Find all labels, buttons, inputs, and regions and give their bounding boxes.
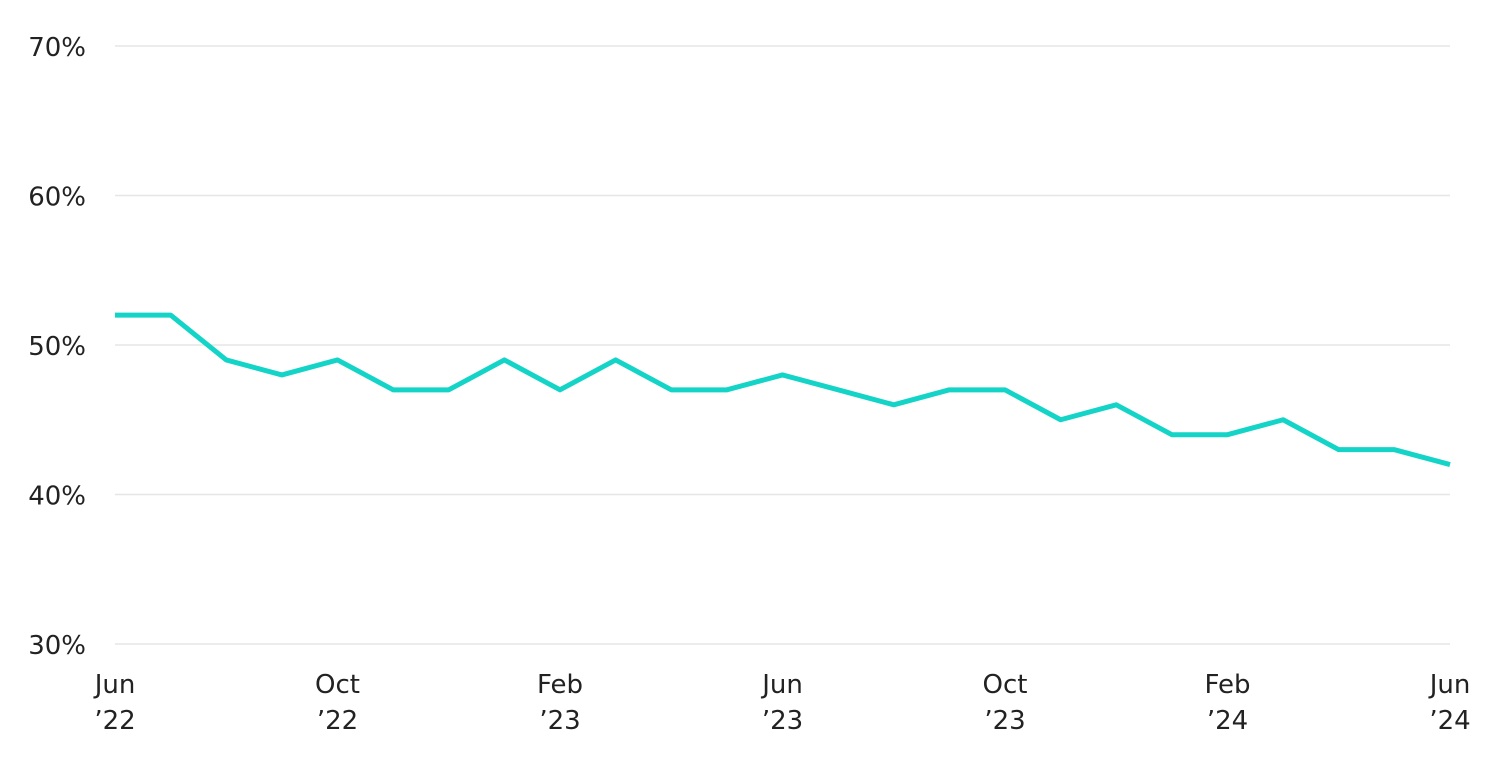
x-tick-label-month: Jun	[760, 670, 803, 700]
x-tick-label-year: ’23	[539, 706, 580, 736]
y-tick-label: 70%	[28, 33, 86, 63]
x-tick-label-year: ’23	[984, 706, 1025, 736]
y-tick-label: 30%	[28, 631, 86, 661]
series-line-0	[115, 312, 1451, 468]
y-tick-label: 40%	[28, 482, 86, 512]
x-tick-label-year: ’23	[762, 706, 803, 736]
gridlines	[115, 45, 1450, 645]
y-tick-label: 50%	[28, 332, 86, 362]
y-tick-label: 60%	[28, 183, 86, 213]
x-tick-label-year: ’22	[94, 706, 135, 736]
x-tick-label-year: ’24	[1207, 706, 1248, 736]
x-tick-label-year: ’24	[1429, 706, 1470, 736]
x-tick-label-month: Feb	[537, 670, 583, 700]
x-tick-label-month: Jun	[93, 670, 136, 700]
x-tick-label-month: Oct	[315, 670, 360, 700]
x-axis-tick-labels: Jun ’22 Oct ’22 Feb ’23 Jun ’23 Oct ’23 Feb ’24 Jun ’…	[93, 670, 1471, 736]
x-tick-label-month: Oct	[983, 670, 1028, 700]
x-tick-label-month: Jun	[1428, 670, 1471, 700]
x-tick-label-year: ’22	[317, 706, 358, 736]
x-tick-label-month: Feb	[1204, 670, 1250, 700]
series-lines	[115, 312, 1451, 468]
y-axis-tick-labels: 70% 60% 50% 40% 30%	[28, 33, 86, 661]
